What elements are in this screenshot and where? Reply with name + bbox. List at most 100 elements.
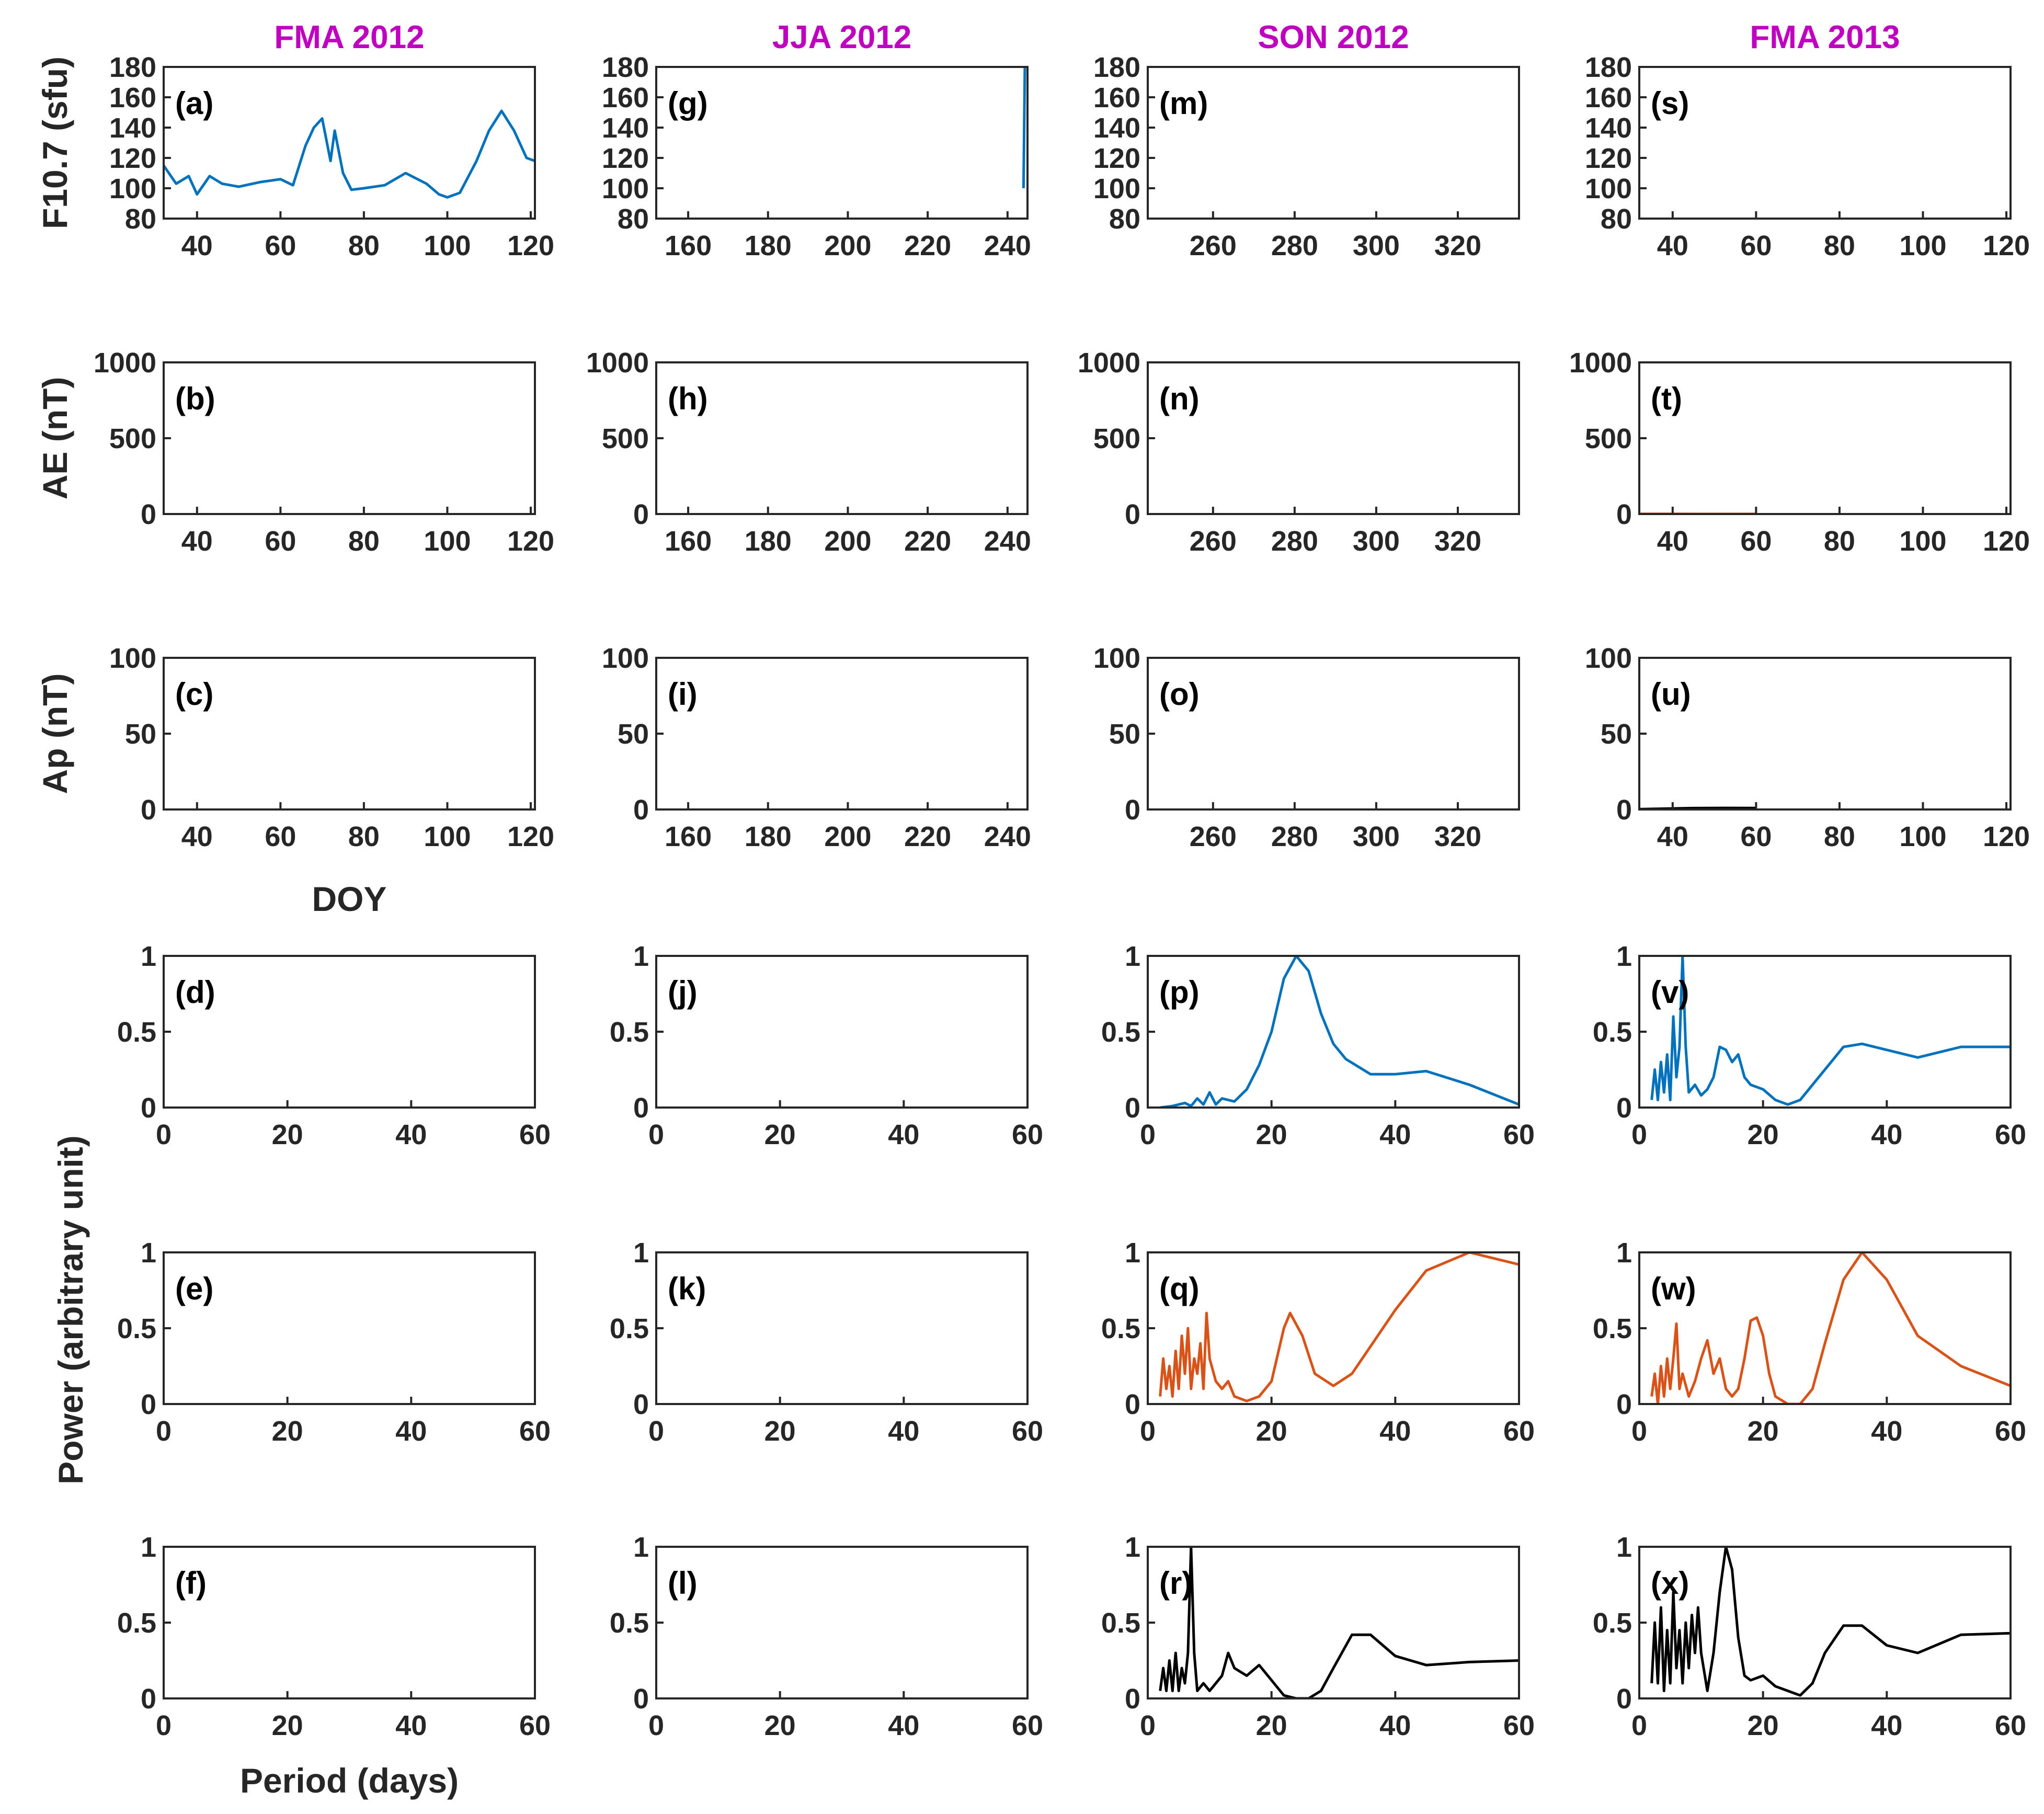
y-tick-label: 1000 bbox=[586, 347, 649, 379]
y-tick-label: 180 bbox=[109, 52, 156, 83]
y-tick-label: 0 bbox=[633, 1389, 649, 1420]
y-tick-label: 0 bbox=[141, 1389, 156, 1420]
series-line bbox=[177, 408, 532, 505]
x-tick-label: 40 bbox=[888, 1416, 919, 1447]
series-line bbox=[1160, 956, 1519, 1108]
x-tick-label: 160 bbox=[665, 526, 712, 557]
x-tick-label: 300 bbox=[1353, 821, 1400, 852]
y-tick-label: 1 bbox=[1125, 1237, 1140, 1269]
doy-axis-label: DOY bbox=[312, 880, 386, 918]
x-tick-label: 100 bbox=[1899, 230, 1946, 261]
y-tick-label: 0.5 bbox=[1593, 1313, 1632, 1344]
x-tick-label: 80 bbox=[1824, 230, 1855, 261]
x-tick-label: 60 bbox=[1012, 1416, 1043, 1447]
x-tick-label: 20 bbox=[1748, 1119, 1779, 1150]
axes-frame bbox=[655, 361, 1029, 515]
x-tick-label: 40 bbox=[888, 1710, 919, 1741]
x-tick-label: 100 bbox=[1899, 821, 1946, 852]
x-tick-label: 0 bbox=[1631, 1710, 1647, 1741]
panel-u: 40 60 80 100 120 0 50 100 (u) bbox=[1585, 643, 2030, 852]
panel-d: 0 20 40 60 0 0.5 1 (d) bbox=[117, 941, 551, 1150]
x-tick-label: 120 bbox=[1983, 526, 2030, 557]
series-line bbox=[1650, 956, 2011, 1106]
panel-letter: (h) bbox=[668, 381, 708, 416]
x-tick-label: 60 bbox=[1503, 1416, 1535, 1447]
panel-letter: (e) bbox=[175, 1271, 213, 1306]
y-tick-label: 140 bbox=[1093, 112, 1140, 144]
x-tick-label: 0 bbox=[1140, 1710, 1156, 1741]
panel-letter: (o) bbox=[1159, 677, 1200, 712]
panel-b: 40 60 80 100 120 0 500 1000 (b) AE (nT) bbox=[36, 347, 554, 557]
panel-letter: (m) bbox=[1159, 86, 1208, 121]
series-line bbox=[1159, 1547, 1519, 1698]
x-tick-label: 40 bbox=[888, 1119, 919, 1150]
x-tick-label: 40 bbox=[1871, 1416, 1902, 1447]
y-tick-label: 120 bbox=[1585, 143, 1632, 174]
y-tick-label: 100 bbox=[602, 173, 649, 204]
x-tick-label: 160 bbox=[665, 230, 712, 261]
y-tick-label: 100 bbox=[1585, 643, 1632, 674]
axes-frame bbox=[163, 1251, 536, 1405]
x-tick-label: 320 bbox=[1434, 821, 1481, 852]
y-tick-label: 100 bbox=[109, 643, 156, 674]
x-tick-label: 200 bbox=[824, 526, 871, 557]
x-tick-label: 120 bbox=[1983, 230, 2030, 261]
x-tick-label: 40 bbox=[395, 1416, 427, 1447]
x-tick-label: 180 bbox=[745, 230, 792, 261]
y-tick-label: 0 bbox=[633, 1683, 649, 1715]
x-tick-label: 320 bbox=[1434, 230, 1481, 261]
y-tick-label: 180 bbox=[602, 52, 649, 83]
y-tick-label: 160 bbox=[1585, 82, 1632, 113]
power-axis-label: Power (arbitrary unit) bbox=[51, 1135, 90, 1484]
y-tick-label: 80 bbox=[1109, 203, 1140, 235]
panel-x: 0 20 40 60 0 0.5 1 (x) bbox=[1593, 1532, 2026, 1741]
y-tick-label: 0.5 bbox=[1593, 1017, 1632, 1048]
x-tick-label: 0 bbox=[648, 1710, 664, 1741]
row-y-axis-label: F10.7 (sfu) bbox=[36, 56, 74, 229]
y-tick-label: 1 bbox=[1616, 1237, 1632, 1269]
axes-frame bbox=[163, 361, 536, 515]
x-tick-label: 0 bbox=[648, 1119, 664, 1150]
x-tick-label: 60 bbox=[519, 1416, 551, 1447]
y-tick-label: 0 bbox=[141, 1092, 156, 1124]
y-tick-label: 120 bbox=[109, 143, 156, 174]
x-tick-label: 60 bbox=[1740, 821, 1772, 852]
y-tick-label: 160 bbox=[602, 82, 649, 113]
x-tick-label: 280 bbox=[1271, 230, 1318, 261]
x-tick-label: 20 bbox=[1748, 1416, 1779, 1447]
x-tick-label: 60 bbox=[265, 821, 296, 852]
series-line bbox=[177, 676, 532, 802]
axes-frame bbox=[1147, 361, 1520, 515]
panel-n: 260 280 300 320 0 500 1000 (n) bbox=[1078, 347, 1520, 557]
x-tick-label: 40 bbox=[1657, 526, 1688, 557]
x-tick-label: 260 bbox=[1190, 821, 1237, 852]
x-tick-label: 240 bbox=[984, 821, 1031, 852]
y-tick-label: 120 bbox=[1093, 143, 1140, 174]
axes-frame bbox=[655, 657, 1029, 811]
column-title: SON 2012 bbox=[1258, 19, 1409, 55]
series-line bbox=[164, 109, 535, 199]
y-tick-label: 100 bbox=[1093, 173, 1140, 204]
panel-l: 0 20 40 60 0 0.5 1 (l) bbox=[610, 1532, 1043, 1741]
axes-frame bbox=[163, 657, 536, 811]
x-tick-label: 0 bbox=[648, 1416, 664, 1447]
y-tick-label: 0 bbox=[1616, 499, 1632, 530]
axes-frame bbox=[655, 1546, 1029, 1699]
x-tick-label: 60 bbox=[1995, 1710, 2026, 1741]
y-tick-label: 1 bbox=[633, 1532, 649, 1563]
x-tick-label: 80 bbox=[348, 230, 380, 261]
x-tick-label: 80 bbox=[348, 821, 380, 852]
series-line bbox=[1650, 1547, 2011, 1697]
x-tick-label: 100 bbox=[424, 526, 471, 557]
y-tick-label: 0 bbox=[1616, 1389, 1632, 1420]
y-tick-label: 0 bbox=[633, 499, 649, 530]
x-tick-label: 260 bbox=[1190, 526, 1237, 557]
x-tick-label: 60 bbox=[265, 526, 296, 557]
x-tick-label: 20 bbox=[764, 1416, 796, 1447]
x-tick-label: 60 bbox=[1740, 526, 1772, 557]
x-tick-label: 60 bbox=[1012, 1119, 1043, 1150]
x-tick-label: 80 bbox=[348, 526, 380, 557]
y-tick-label: 50 bbox=[1601, 718, 1632, 750]
x-tick-label: 40 bbox=[1379, 1710, 1411, 1741]
